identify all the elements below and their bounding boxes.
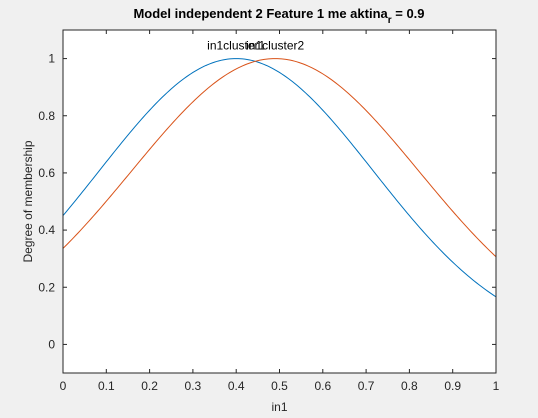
x-tick-label: 1	[493, 379, 500, 393]
x-tick-label: 0.4	[228, 379, 245, 393]
x-axis-label: in1	[271, 400, 287, 414]
x-tick-label: 0.2	[141, 379, 158, 393]
series-line-in1cluster2	[62, 58, 497, 258]
x-tick-label: 0.3	[185, 379, 202, 393]
x-axis-ticks: 0 0.1 0.2 0.3 0.4 0.5 0.6 0.7 0.8 0.9 1	[60, 30, 500, 393]
x-tick-label: 0.8	[401, 379, 418, 393]
y-tick-label: 0.4	[38, 223, 55, 237]
chart-title-suffix: = 0.9	[392, 6, 425, 21]
chart-title-subscript: r	[388, 15, 392, 26]
series-label-in1cluster2: in1cluster2	[246, 39, 304, 53]
chart-title-main: Model independent 2 Feature 1 me aktina	[133, 6, 388, 21]
y-tick-label: 0.6	[38, 166, 55, 180]
x-tick-label: 0	[60, 379, 67, 393]
x-tick-label: 0.6	[314, 379, 331, 393]
x-tick-label: 0.9	[444, 379, 461, 393]
y-axis-label: Degree of membership	[21, 140, 35, 262]
y-tick-label: 0.2	[38, 280, 55, 294]
series-line-in1cluster1	[62, 58, 497, 298]
y-tick-label: 0	[48, 337, 55, 351]
chart-title: Model independent 2 Feature 1 me aktinar…	[133, 6, 424, 26]
x-tick-label: 0.5	[271, 379, 288, 393]
series-curves	[62, 58, 497, 298]
x-tick-label: 0.1	[98, 379, 115, 393]
series-label-in1cluster1: in1cluster1	[207, 39, 265, 53]
y-tick-label: 0.8	[38, 109, 55, 123]
y-tick-label: 1	[48, 52, 55, 66]
y-axis-ticks: 0 0.2 0.4 0.6 0.8 1	[38, 52, 496, 351]
plot-area	[63, 30, 496, 373]
x-tick-label: 0.7	[358, 379, 375, 393]
